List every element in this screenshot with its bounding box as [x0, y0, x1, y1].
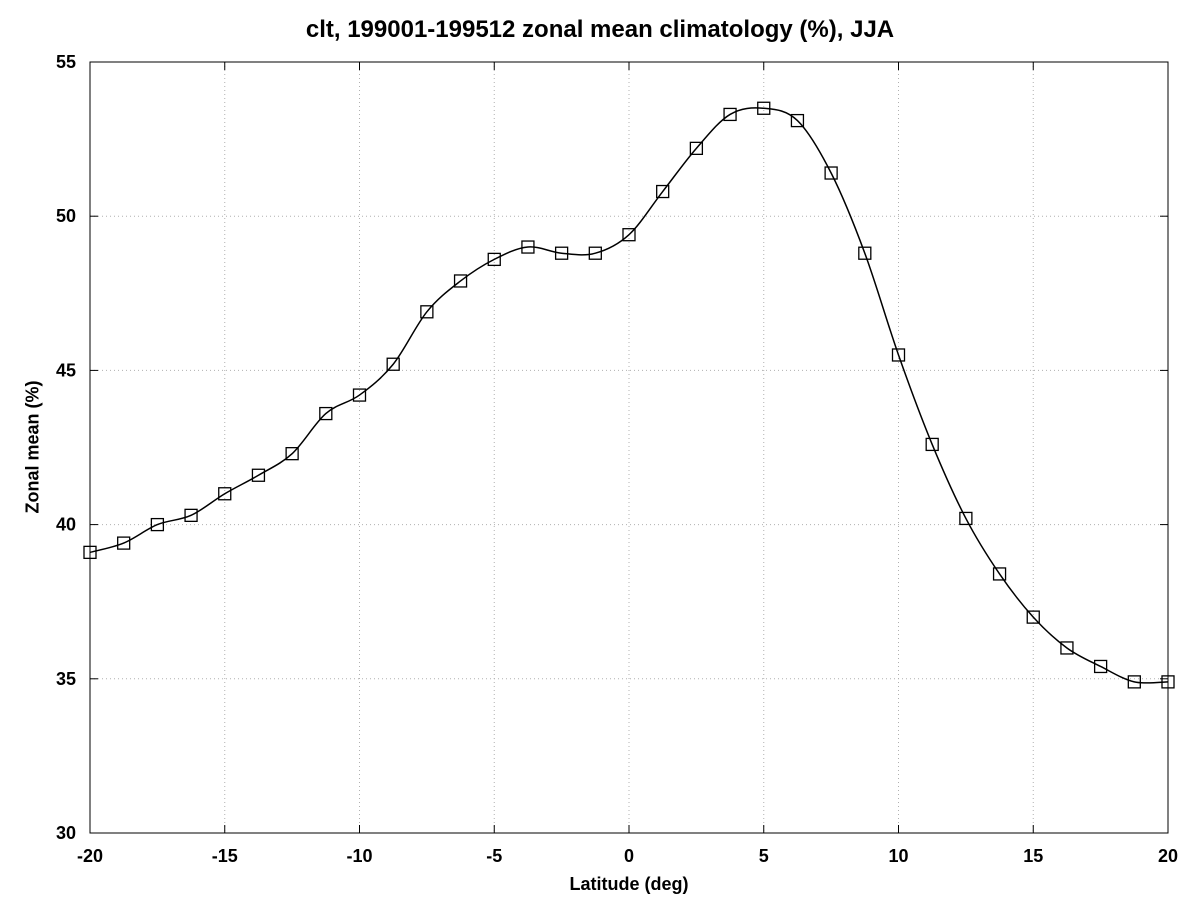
- x-tick-label: -20: [77, 846, 103, 866]
- data-point-marker: [622, 228, 636, 242]
- data-point-marker: [420, 305, 434, 319]
- data-point-marker: [588, 246, 602, 260]
- data-point-marker: [83, 545, 97, 560]
- data-point-marker: [959, 511, 973, 526]
- data-point-marker: [1060, 641, 1074, 655]
- data-point-marker: [723, 107, 737, 122]
- data-point-marker: [487, 252, 501, 267]
- axis-ticks: -20 -15 -10 -5 0 5 10 15 20 30 35 40 45 50 55: [56, 52, 1178, 866]
- data-point-marker: [992, 567, 1007, 581]
- data-point-marker: [891, 348, 906, 362]
- data-point-marker: [386, 357, 400, 371]
- data-point-marker: [117, 536, 131, 550]
- plot-frame: [89, 61, 1169, 834]
- data-point-marker: [218, 487, 232, 501]
- data-point-marker: [790, 113, 805, 128]
- x-tick-label: -5: [486, 846, 502, 866]
- data-point-marker: [925, 437, 939, 452]
- data-point-marker: [251, 468, 266, 482]
- data-series: [83, 101, 1175, 689]
- data-point-marker: [319, 406, 333, 421]
- data-point-marker: [824, 166, 838, 180]
- y-tick-label: 50: [56, 206, 76, 226]
- x-tick-label: 20: [1158, 846, 1178, 866]
- x-tick-label: 10: [888, 846, 908, 866]
- y-tick-label: 35: [56, 669, 76, 689]
- y-tick-label: 40: [56, 515, 76, 535]
- data-point-marker: [1127, 675, 1141, 689]
- data-point-marker: [352, 388, 367, 402]
- y-tick-label: 45: [56, 360, 76, 380]
- x-axis-label: Latitude (deg): [569, 874, 689, 894]
- data-point-marker: [656, 184, 670, 199]
- data-point-marker: [1026, 610, 1040, 624]
- data-point-marker: [689, 141, 704, 156]
- data-point-marker: [521, 240, 535, 254]
- data-point-marker: [1161, 675, 1175, 689]
- x-tick-label: 5: [759, 846, 769, 866]
- x-tick-label: 0: [624, 846, 634, 866]
- x-tick-label: 15: [1023, 846, 1043, 866]
- data-point-marker: [554, 246, 569, 260]
- chart-title: clt, 199001-199512 zonal mean climatolog…: [305, 16, 895, 43]
- series-line: [89, 107, 1169, 684]
- data-point-marker: [150, 517, 165, 532]
- data-point-marker: [453, 274, 468, 288]
- data-point-marker: [285, 447, 299, 461]
- data-point-marker: [184, 508, 198, 522]
- x-tick-label: -15: [212, 846, 238, 866]
- x-tick-label: -10: [346, 846, 372, 866]
- y-tick-label: 55: [56, 52, 76, 72]
- grid-lines: [90, 62, 1168, 833]
- data-point-marker: [1093, 659, 1108, 674]
- y-tick-label: 30: [56, 823, 76, 843]
- data-point-marker: [858, 246, 872, 260]
- data-point-marker: [757, 101, 771, 115]
